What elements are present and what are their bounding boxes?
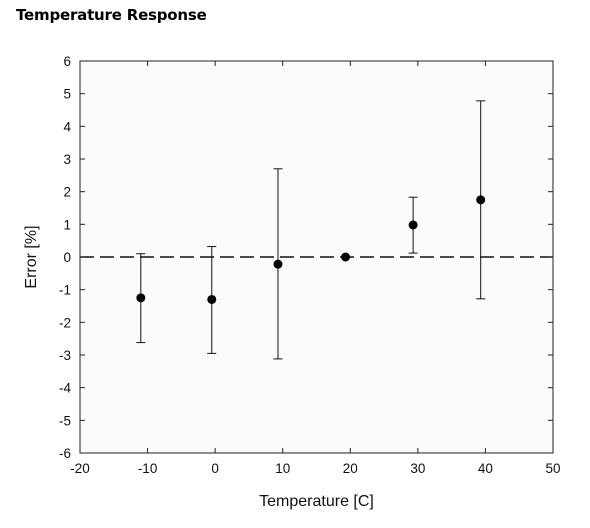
y-tick-label: 3 xyxy=(63,152,71,167)
y-axis-label: Error [%] xyxy=(23,225,40,288)
data-point xyxy=(136,293,146,303)
y-tick-label: 5 xyxy=(63,87,71,102)
y-tick-label: -5 xyxy=(59,413,71,428)
x-tick-label: 50 xyxy=(545,461,560,476)
y-tick-label: -4 xyxy=(59,381,71,396)
x-tick-label: 10 xyxy=(275,461,290,476)
plot-area xyxy=(80,61,553,453)
x-tick-label: 40 xyxy=(478,461,493,476)
x-tick-label: -10 xyxy=(138,461,158,476)
y-tick-label: 6 xyxy=(63,54,71,69)
x-tick-label: 20 xyxy=(343,461,358,476)
data-point xyxy=(341,252,351,262)
data-point xyxy=(207,294,217,304)
y-tick-label: 0 xyxy=(63,250,71,265)
y-tick-label: -2 xyxy=(59,315,71,330)
data-point xyxy=(273,259,283,269)
y-tick-label: 2 xyxy=(63,185,71,200)
data-point xyxy=(476,195,486,205)
x-tick-label: 0 xyxy=(211,461,219,476)
y-tick-label: -1 xyxy=(59,283,71,298)
x-axis-label: Temperature [C] xyxy=(259,493,374,510)
x-tick-label: 30 xyxy=(410,461,425,476)
y-tick-label: 1 xyxy=(63,217,71,232)
x-tick-label: -20 xyxy=(70,461,90,476)
data-point xyxy=(408,220,418,230)
page-title: Temperature Response xyxy=(16,6,207,24)
y-tick-label: 4 xyxy=(63,119,71,134)
y-tick-label: -6 xyxy=(59,446,71,461)
y-tick-label: -3 xyxy=(59,348,71,363)
